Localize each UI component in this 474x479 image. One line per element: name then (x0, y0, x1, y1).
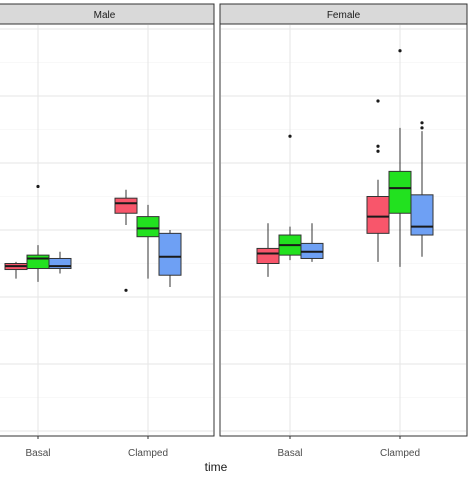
box-female-clamped-2 (410, 121, 434, 257)
x-axis-title: time (205, 460, 228, 474)
x-tick-label: Clamped (380, 448, 420, 459)
box-body (256, 247, 280, 265)
box-body (48, 257, 72, 270)
facet-label: Female (327, 10, 361, 21)
box-female-clamped-1 (388, 49, 412, 267)
box-body (136, 216, 160, 238)
box-body (158, 232, 182, 276)
box-female-clamped-0 (366, 99, 390, 262)
box-body (366, 196, 390, 234)
box-male-clamped-2 (158, 230, 182, 287)
outlier-point (420, 121, 424, 125)
box-male-clamped-0 (114, 189, 138, 292)
outlier-point (376, 144, 380, 148)
box-body (388, 170, 412, 214)
outlier-point (376, 149, 380, 153)
box-male-basal-2 (48, 251, 72, 274)
outlier-point (288, 134, 292, 138)
outlier-point (124, 288, 128, 292)
box-male-clamped-1 (136, 204, 160, 279)
outlier-point (398, 49, 402, 53)
x-tick-label: Basal (277, 448, 302, 459)
box-body (410, 194, 434, 236)
box-female-basal-2 (300, 223, 324, 262)
outlier-point (36, 184, 40, 189)
box-body (26, 254, 50, 270)
box-body (114, 197, 138, 214)
outlier-point (376, 99, 380, 103)
box-male-basal-1 (26, 184, 50, 282)
facet-label: Male (94, 10, 116, 21)
box-female-basal-0 (256, 223, 280, 277)
outlier-point (420, 126, 424, 130)
x-tick-label: Clamped (128, 448, 168, 459)
box-female-basal-1 (278, 134, 302, 261)
x-tick-label: Basal (25, 448, 50, 459)
